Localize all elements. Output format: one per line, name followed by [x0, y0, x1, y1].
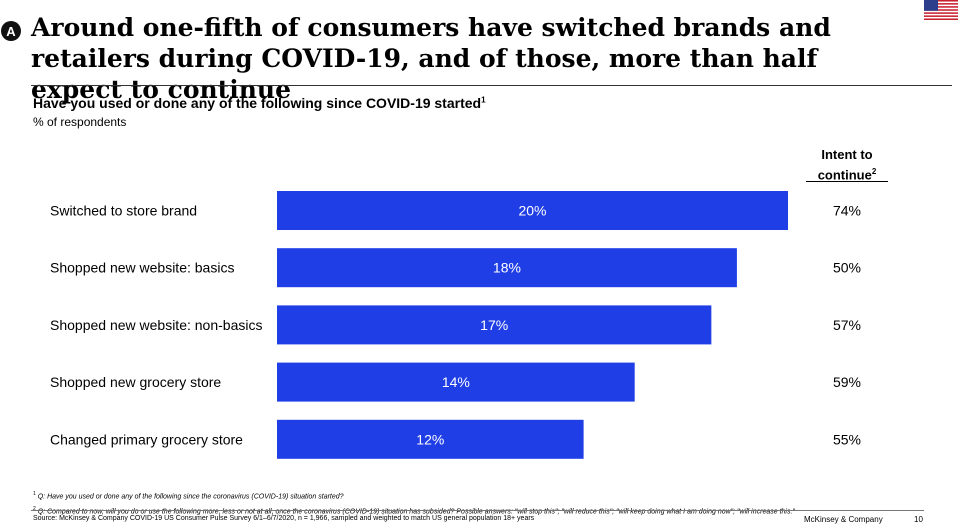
category-label: Shopped new website: basics: [50, 260, 234, 276]
category-label: Shopped new website: non-basics: [50, 317, 262, 333]
bar-value-label: 20%: [518, 203, 546, 219]
category-label: Changed primary grocery store: [50, 431, 243, 447]
brand-name: McKinsey & Company: [804, 515, 883, 524]
bar: [277, 248, 737, 288]
chart-question: Have you used or done any of the followi…: [33, 95, 486, 111]
intent-value: 59%: [833, 374, 861, 390]
footer-divider: [31, 510, 924, 511]
category-label: Shopped new grocery store: [50, 374, 221, 390]
question-footnote-mark: 1: [481, 95, 486, 105]
intent-header-underline: [806, 181, 888, 182]
question-text: Have you used or done any of the followi…: [33, 95, 482, 111]
intent-column-header: Intent to continue2: [806, 146, 888, 183]
section-badge: A: [1, 21, 21, 41]
category-label: Switched to store brand: [50, 203, 197, 219]
intent-value: 57%: [833, 317, 861, 333]
us-flag-icon: [924, 0, 958, 20]
footnote-1: 1 Q: Have you used or done any of the fo…: [33, 491, 344, 501]
footnotes: 1 Q: Have you used or done any of the fo…: [33, 488, 795, 519]
intent-value: 74%: [833, 203, 861, 219]
intent-footnote-mark: 2: [871, 167, 877, 176]
bar-value-label: 14%: [442, 374, 470, 390]
intent-value: 50%: [833, 260, 861, 276]
intent-header-line1: Intent to: [821, 147, 873, 162]
bar: [277, 191, 788, 230]
bar-value-label: 17%: [480, 317, 508, 333]
bar: [277, 305, 712, 345]
source-note: Source: McKinsey & Company COVID-19 US C…: [33, 515, 535, 522]
intent-header-line2: continue2: [817, 167, 877, 183]
bar: [277, 362, 635, 402]
footnote-2: 2 Q: Compared to now, will you do or use…: [33, 506, 795, 516]
bar-value-label: 12%: [416, 431, 444, 447]
page-title: Around one-fifth of consumers have switc…: [31, 13, 831, 104]
chart-unit: % of respondents: [33, 115, 127, 129]
title-divider: [31, 85, 952, 86]
bar-value-label: 18%: [493, 260, 521, 276]
bar: [277, 419, 584, 459]
page-number: 10: [914, 515, 923, 524]
intent-value: 55%: [833, 431, 861, 447]
